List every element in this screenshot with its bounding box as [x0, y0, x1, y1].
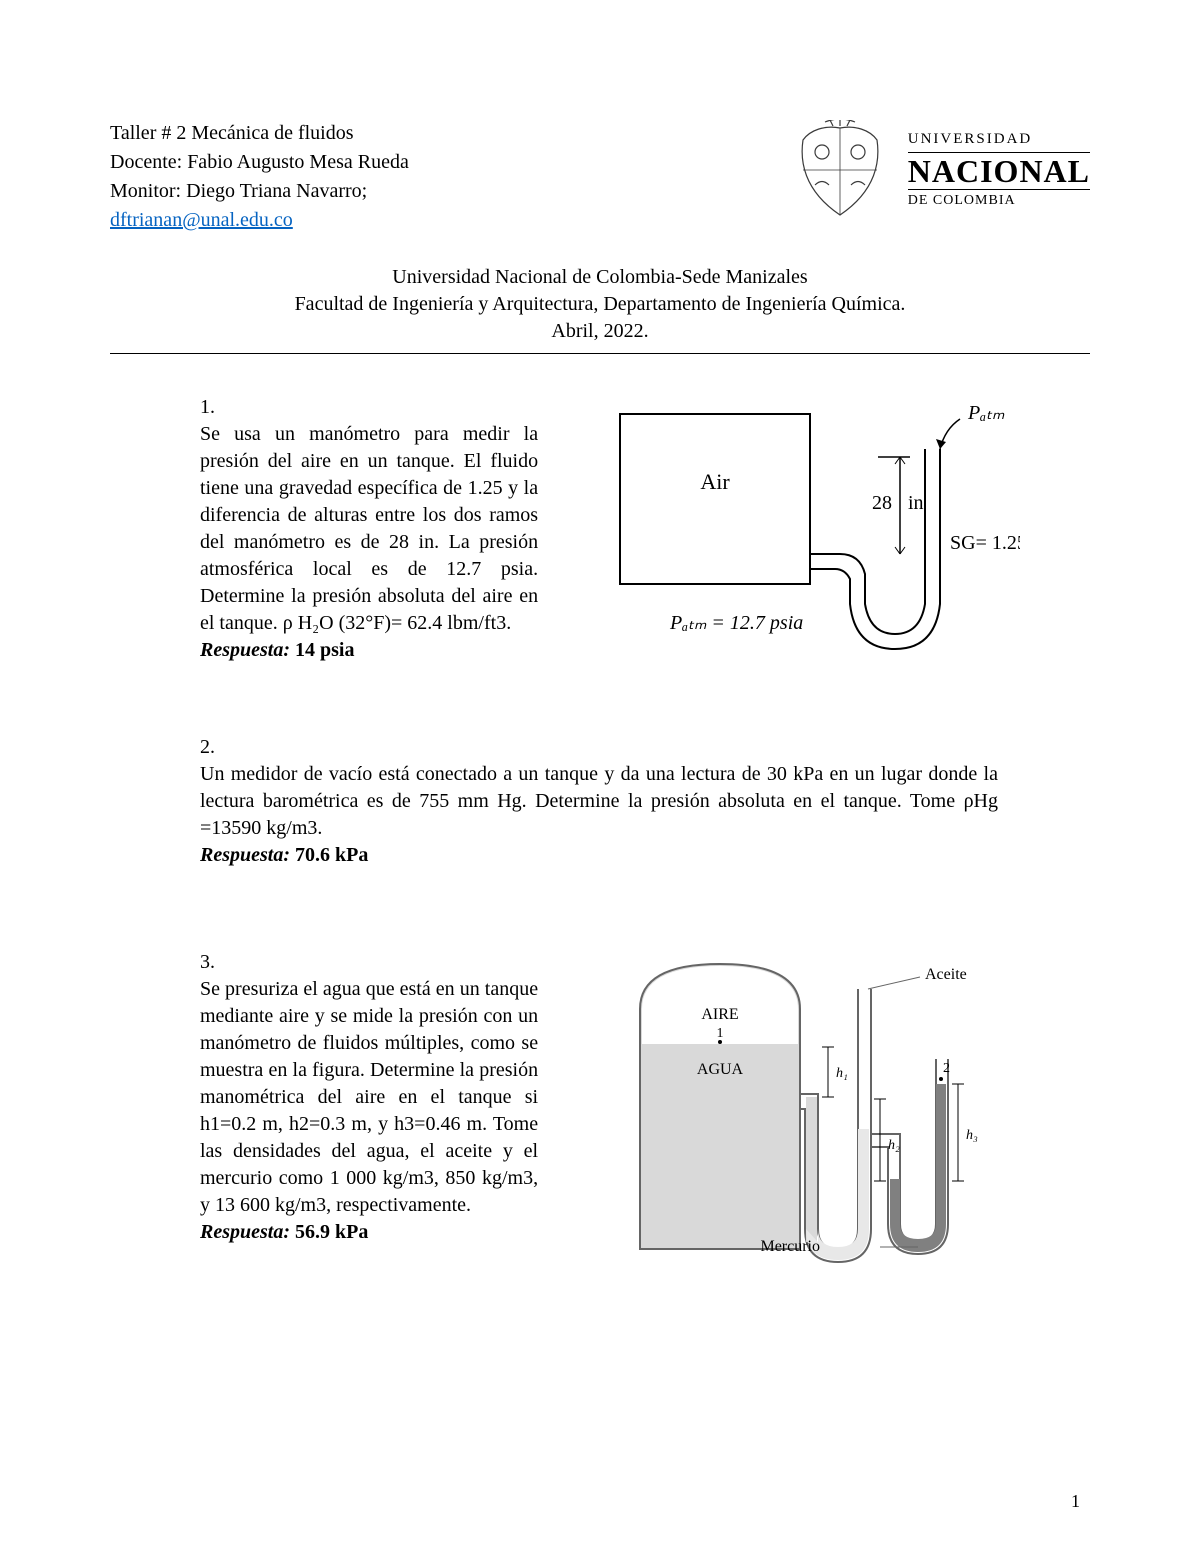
problem-2-text: 2. Un medidor de vacío está conectado a … [200, 734, 1030, 869]
uni-main-text: NACIONAL [908, 153, 1090, 190]
email-line: dftrianan@unal.edu.co [110, 207, 780, 234]
course-title: Taller # 2 Mecánica de fluidos [110, 120, 780, 147]
problem-1-statement: Se usa un manómetro para medir la presió… [200, 423, 538, 634]
problem-3-figure: AIRE 1 AGUA Aceite 2 Mercurio h₁ [590, 949, 1030, 1269]
fig1-air-label: Air [700, 469, 730, 494]
header-left: Taller # 2 Mecánica de fluidos Docente: … [110, 120, 780, 236]
problem-3-resp-label: Respuesta: [200, 1221, 290, 1243]
email-link[interactable]: dftrianan@unal.edu.co [110, 209, 293, 231]
problem-1-resp-label: Respuesta: [200, 639, 290, 661]
fig3-pt1: 1 [717, 1026, 724, 1041]
problem-3-resp-value: 56.9 kPa [295, 1221, 368, 1243]
uni-sub-text: DE COLOMBIA [908, 190, 1090, 211]
fig3-agua: AGUA [697, 1061, 744, 1078]
problem-1-body: Se usa un manómetro para medir la presió… [200, 421, 538, 664]
problem-3-body: Se presuriza el agua que está en un tanq… [200, 976, 538, 1246]
monitor-line: Monitor: Diego Triana Navarro; [110, 178, 780, 205]
problem-2: 2. Un medidor de vacío está conectado a … [200, 734, 1030, 869]
problem-1-text: 1. Se usa un manómetro para medir la pre… [200, 394, 590, 664]
shield-icon [780, 120, 900, 220]
docente-line: Docente: Fabio Augusto Mesa Rueda [110, 149, 780, 176]
problem-2-resp-value: 70.6 kPa [295, 844, 368, 866]
fig1-h-value: 28 [872, 492, 892, 514]
fig3-pt2: 2 [943, 1061, 950, 1076]
problem-2-statement: Un medidor de vacío está conectado a un … [200, 763, 998, 839]
page-number: 1 [1071, 1489, 1080, 1513]
center-line-1: Universidad Nacional de Colombia-Sede Ma… [110, 264, 1090, 291]
monitor-name: Diego Triana Navarro; [186, 180, 367, 202]
fig3-h1: h₁ [836, 1066, 848, 1081]
fig1-patm-top: Pₐₜₘ [967, 402, 1005, 424]
university-logo: UNIVERSIDAD NACIONAL DE COLOMBIA [780, 120, 1090, 220]
fig3-aceite: Aceite [925, 966, 967, 983]
center-line-2: Facultad de Ingeniería y Arquitectura, D… [110, 291, 1090, 318]
problem-3: 3. Se presuriza el agua que está en un t… [200, 949, 1030, 1269]
docente-name: Fabio Augusto Mesa Rueda [187, 151, 409, 173]
problem-1: 1. Se usa un manómetro para medir la pre… [200, 394, 1030, 664]
institution-block: Universidad Nacional de Colombia-Sede Ma… [110, 264, 1090, 345]
docente-label: Docente: [110, 151, 182, 173]
fig1-sg-label: SG= 1.25 [950, 532, 1020, 554]
divider-line [110, 353, 1090, 354]
center-line-3: Abril, 2022. [110, 318, 1090, 345]
problem-3-statement: Se presuriza el agua que está en un tanq… [200, 978, 538, 1216]
fig3-h2: h₂ [888, 1138, 900, 1153]
fig3-mercurio: Mercurio [761, 1238, 821, 1255]
problem-2-body: Un medidor de vacío está conectado a un … [200, 761, 998, 869]
problem-1-resp-value: 14 psia [295, 639, 354, 661]
problem-3-text: 3. Se presuriza el agua que está en un t… [200, 949, 590, 1246]
university-text: UNIVERSIDAD NACIONAL DE COLOMBIA [908, 129, 1090, 210]
fig3-aire: AIRE [701, 1006, 738, 1023]
fig3-h3: h₃ [966, 1128, 978, 1143]
fig1-h-unit: in [908, 492, 924, 514]
fig1-patm-eq: Pₐₜₘ = 12.7 psia [669, 612, 803, 634]
problem-2-number: 2. [200, 734, 228, 761]
monitor-label: Monitor: [110, 180, 181, 202]
problem-1-number: 1. [200, 394, 228, 421]
document-header: Taller # 2 Mecánica de fluidos Docente: … [110, 120, 1090, 236]
problem-3-number: 3. [200, 949, 228, 976]
problem-2-resp-label: Respuesta: [200, 844, 290, 866]
problem-1-figure: Air Pₐₜₘ 28 in SG= 1.25 Pₐₜₘ = 12.7 psia [590, 394, 1030, 664]
uni-top-text: UNIVERSIDAD [908, 129, 1090, 152]
